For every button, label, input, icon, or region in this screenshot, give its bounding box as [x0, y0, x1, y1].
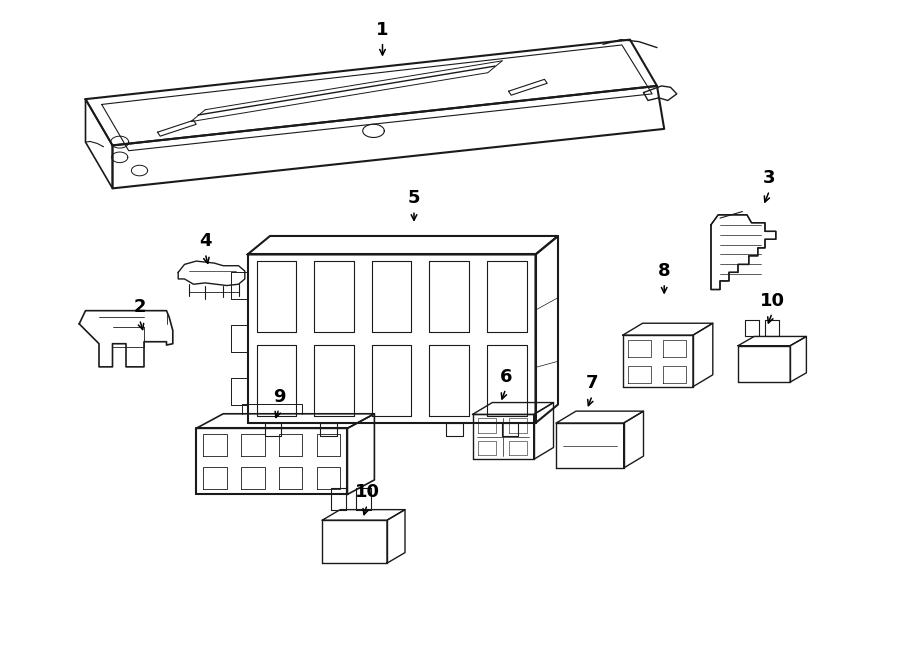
Text: 10: 10	[355, 483, 380, 502]
Text: 6: 6	[500, 368, 512, 386]
Text: 8: 8	[658, 262, 670, 280]
Text: 3: 3	[763, 169, 776, 188]
Text: 10: 10	[760, 292, 785, 310]
Text: 4: 4	[199, 232, 212, 251]
Text: 9: 9	[273, 387, 285, 406]
Text: 7: 7	[586, 374, 598, 393]
Text: 5: 5	[408, 189, 420, 208]
Text: 2: 2	[133, 298, 146, 317]
Text: 1: 1	[376, 20, 389, 39]
